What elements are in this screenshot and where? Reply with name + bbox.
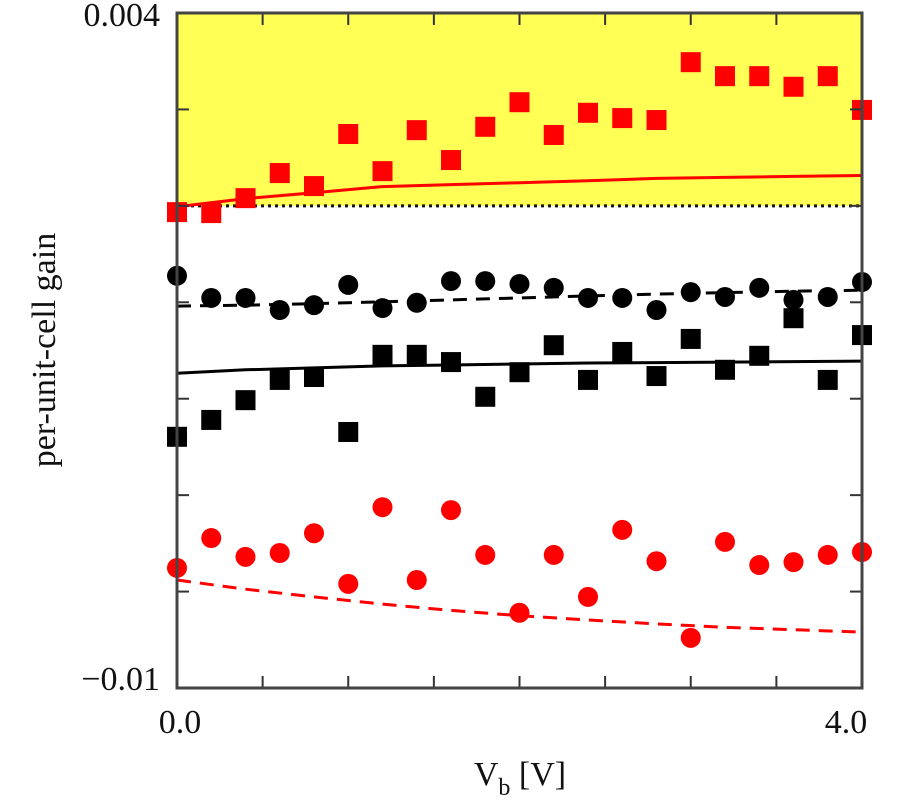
- black-circles-point: [441, 271, 461, 292]
- red-circles-point: [612, 519, 633, 540]
- red-squares-point: [783, 76, 804, 97]
- black-squares-point: [715, 359, 735, 380]
- black-squares-point: [783, 308, 804, 329]
- black-circles-point: [646, 300, 667, 320]
- black-squares-point: [441, 352, 461, 373]
- black-circles-point: [475, 271, 496, 292]
- black-circles-point: [338, 274, 359, 295]
- red-circles-point: [783, 552, 804, 573]
- red-circles-point: [578, 586, 598, 607]
- red-squares-point: [715, 66, 735, 87]
- red-circles-point: [269, 543, 290, 563]
- red-squares-point: [612, 108, 633, 129]
- red-circles-point: [715, 531, 735, 552]
- red-squares-point: [817, 66, 838, 87]
- black-circles-point: [783, 289, 804, 310]
- black-squares-point: [201, 409, 222, 430]
- black-squares-point: [680, 328, 701, 349]
- x-tick-label-right: 4.0: [825, 704, 868, 741]
- black-circles-point: [304, 295, 324, 316]
- black-squares-point: [269, 369, 290, 390]
- black-squares-point: [372, 344, 393, 365]
- red-circles-point: [372, 497, 393, 518]
- red-circles-point: [406, 570, 427, 590]
- red-circles-point: [749, 555, 770, 576]
- red-solid-curve: [176, 174, 863, 209]
- red-circles-point: [338, 573, 359, 594]
- red-circles-point: [817, 544, 838, 565]
- red-dashed-curve: [176, 578, 863, 634]
- black-squares-point: [749, 345, 770, 366]
- black-squares-point: [235, 390, 256, 411]
- red-circles-point: [441, 500, 461, 521]
- red-squares-point: [201, 203, 222, 224]
- red-circles-point: [475, 544, 496, 565]
- plot-frame: [175, 11, 864, 690]
- red-squares-point: [543, 124, 564, 145]
- red-circles-point: [304, 523, 324, 544]
- black-circles-point: [680, 282, 701, 303]
- x-axis-title-unit: [V]: [510, 756, 566, 793]
- black-circles-point: [235, 287, 256, 308]
- red-squares-point: [338, 124, 359, 145]
- x-axis-title: Vb [V]: [474, 756, 566, 800]
- y-tick-label-bottom: −0.01: [81, 661, 160, 698]
- red-circles-point: [646, 551, 667, 572]
- black-circles-point: [269, 300, 290, 320]
- black-squares-point: [578, 369, 598, 390]
- red-squares-point: [680, 52, 701, 73]
- red-circles-point: [509, 602, 530, 623]
- red-squares-point: [304, 176, 324, 197]
- red-squares-point: [578, 102, 598, 123]
- black-circles-point: [543, 277, 564, 298]
- black-circles-point: [578, 287, 598, 308]
- y-axis-title: per-unit-cell gain: [26, 233, 63, 467]
- black-squares-point: [612, 341, 633, 362]
- red-circles-point: [680, 627, 701, 648]
- red-circles-point: [235, 546, 256, 567]
- black-squares-point: [817, 369, 838, 390]
- red-circles-point: [201, 528, 222, 549]
- red-squares-point: [406, 120, 427, 141]
- black-circles-point: [406, 292, 427, 313]
- red-circles-point: [543, 544, 564, 565]
- red-squares-point: [509, 92, 530, 113]
- black-squares-point: [304, 367, 324, 388]
- black-circles-point: [201, 287, 222, 308]
- black-circles-point: [612, 287, 633, 308]
- y-tick-label-top: 0.004: [84, 0, 161, 34]
- x-axis-title-subscript: b: [498, 775, 510, 800]
- red-squares-point: [441, 150, 461, 171]
- red-squares-point: [475, 116, 496, 137]
- black-circles-point: [817, 286, 838, 307]
- black-squares-point: [646, 366, 667, 387]
- black-squares-point: [338, 421, 359, 442]
- red-squares-point: [749, 66, 770, 87]
- black-circles-point: [372, 298, 393, 319]
- x-tick-label-left: 0.0: [159, 704, 202, 741]
- black-squares-point: [406, 344, 427, 365]
- data-markers: [167, 52, 872, 648]
- red-squares-point: [269, 163, 290, 184]
- x-axis-title-main: V: [474, 756, 499, 793]
- red-squares-point: [372, 161, 393, 182]
- black-circles-point: [749, 277, 770, 298]
- red-squares-point: [646, 110, 667, 131]
- black-circles-point: [715, 286, 735, 307]
- black-squares-point: [475, 386, 496, 407]
- black-squares-point: [509, 362, 530, 383]
- red-squares-point: [235, 188, 256, 209]
- black-squares-point: [543, 335, 564, 356]
- black-circles-point: [509, 273, 530, 294]
